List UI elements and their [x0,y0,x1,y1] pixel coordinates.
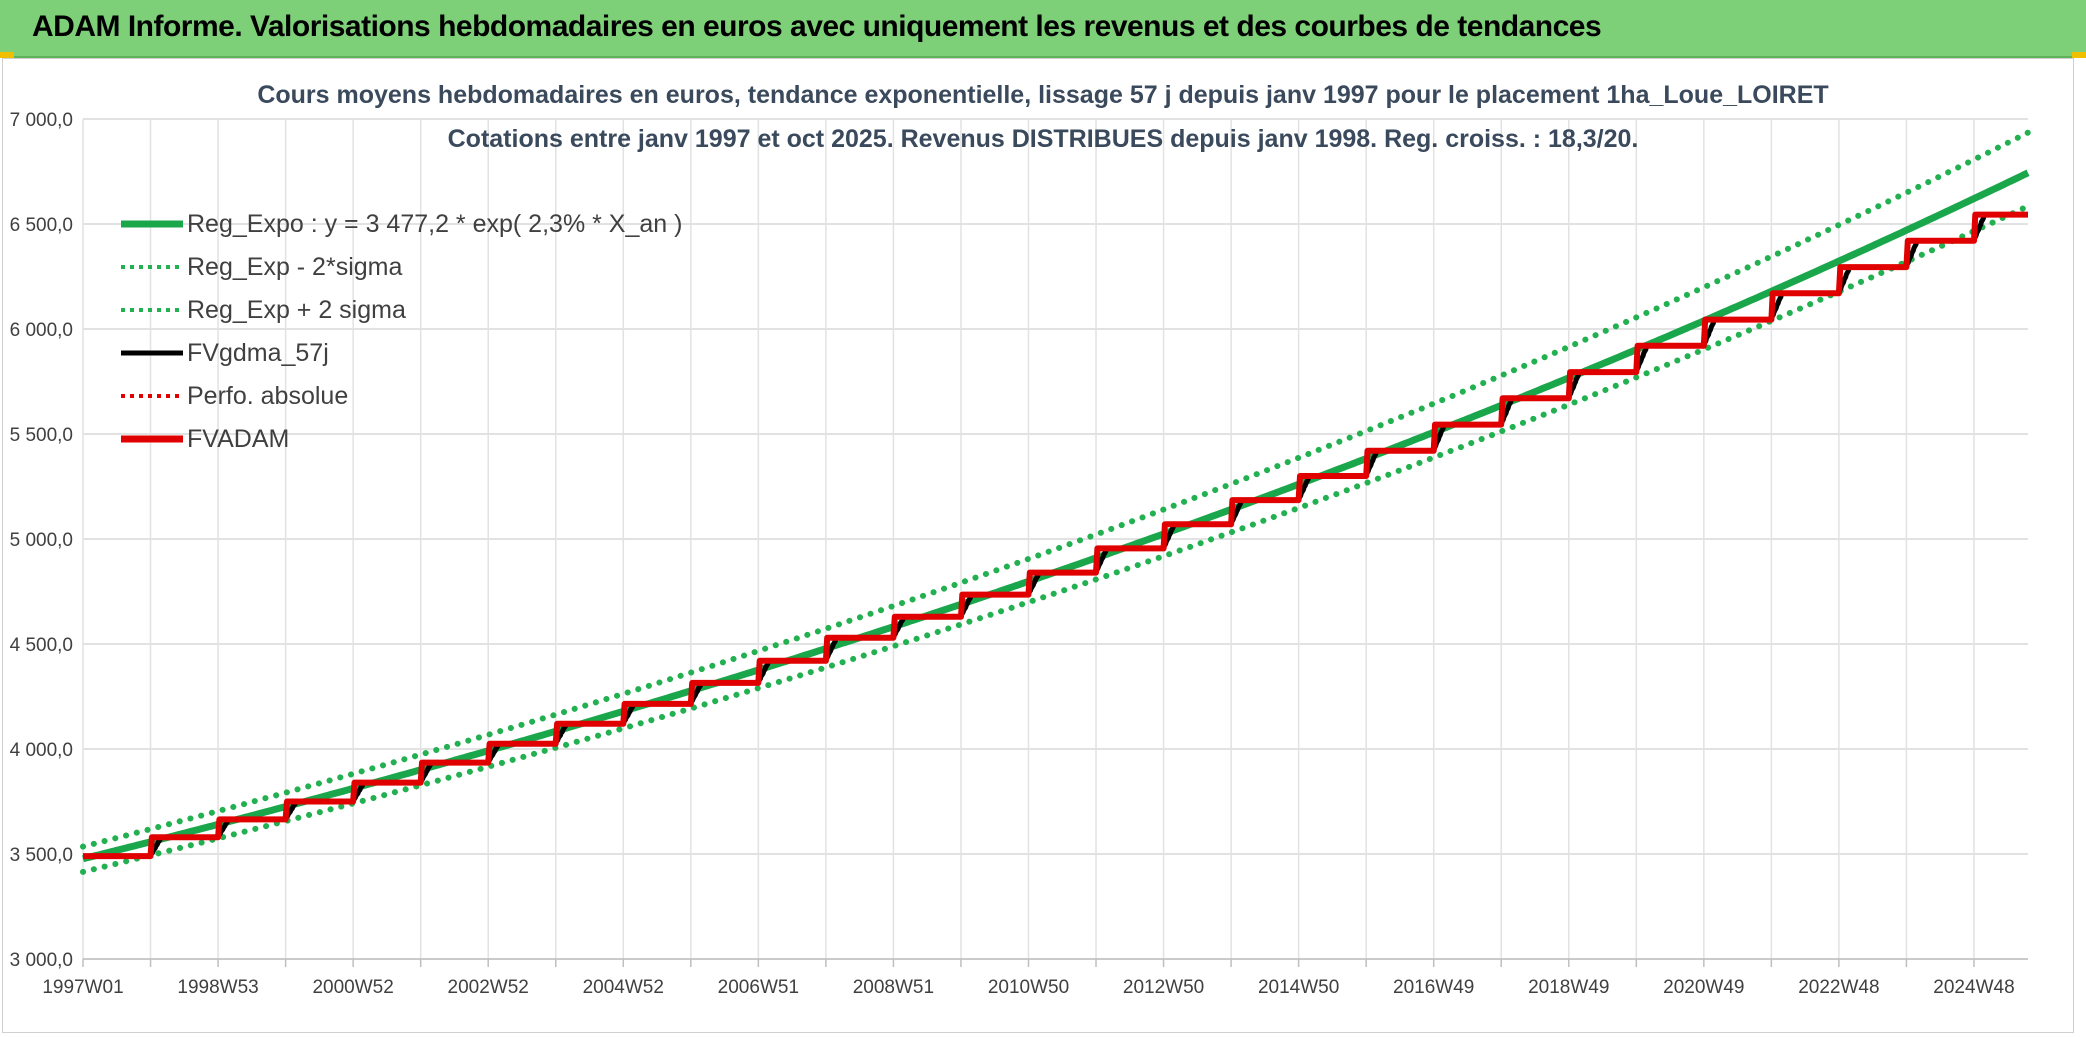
x-tick-label: 2012W50 [1123,977,1204,998]
series-group [80,129,2031,875]
y-tick-label: 7 000,0 [10,110,73,131]
chart-svg: 3 000,0 3 500,0 4 000,0 4 500,0 5 000,0 5 500… [10,81,2031,998]
legend-item: FVgdma_57j [121,339,329,367]
series-reg-exp-2-sigma [80,129,2031,850]
y-tick-label: 4 000,0 [10,740,73,761]
legend-item: Perfo. absolue [121,382,348,410]
legend-item: Reg_Exp + 2 sigma [121,296,406,324]
chart-frame: 3 000,0 3 500,0 4 000,0 4 500,0 5 000,0 5 500… [2,58,2074,1033]
chart-title: Cours moyens hebdomadaires en euros, ten… [257,81,1828,109]
x-tick-label: 2014W50 [1258,977,1339,998]
y-tick-label: 5 500,0 [10,425,73,446]
legend: Reg_Expo : y = 3 477,2 * exp( 2,3% * X_a… [121,210,682,453]
legend-label: FVADAM [187,425,289,453]
y-tick-label: 6 500,0 [10,215,73,236]
legend-item: Reg_Expo : y = 3 477,2 * exp( 2,3% * X_a… [121,210,682,238]
legend-label: Perfo. absolue [187,382,348,410]
page-header: ADAM Informe. Valorisations hebdomadaire… [0,0,2086,58]
x-tick-label: 2016W49 [1393,977,1474,998]
y-tick-label: 4 500,0 [10,635,73,656]
x-axis-labels: 1997W01 1998W53 2000W52 2002W52 2004W52 2006W… [42,977,2014,998]
series-reg-exp-2-sigma [80,203,2031,875]
x-tick-label: 1998W53 [177,977,258,998]
x-tick-label: 2010W50 [988,977,1069,998]
legend-label: FVgdma_57j [187,339,329,367]
x-tick-label: 2008W51 [853,977,934,998]
legend-item: Reg_Exp - 2*sigma [121,253,402,281]
y-tick-label: 3 000,0 [10,950,73,971]
corner-marker-right [2072,52,2086,58]
legend-label: Reg_Expo : y = 3 477,2 * exp( 2,3% * X_a… [187,210,682,238]
y-tick-label: 6 000,0 [10,320,73,341]
corner-marker-left [0,52,14,58]
chart-subtitle: Cotations entre janv 1997 et oct 2025. R… [448,125,1639,153]
x-tick-label: 2004W52 [583,977,664,998]
series-perfo-absolue [83,213,2028,858]
legend-item: FVADAM [121,425,289,453]
grid-lines [82,118,2028,967]
x-tick-label: 2020W49 [1663,977,1744,998]
x-tick-label: 2022W48 [1798,977,1879,998]
x-tick-label: 2024W48 [1933,977,2014,998]
x-tick-label: 2002W52 [448,977,529,998]
x-tick-label: 2006W51 [718,977,799,998]
x-tick-label: 2000W52 [312,977,393,998]
x-tick-label: 2018W49 [1528,977,1609,998]
y-axis-labels: 3 000,0 3 500,0 4 000,0 4 500,0 5 000,0 5 500… [10,110,73,971]
x-tick-label: 1997W01 [42,977,123,998]
y-tick-label: 3 500,0 [10,845,73,866]
page-title: ADAM Informe. Valorisations hebdomadaire… [32,10,1602,43]
y-tick-label: 5 000,0 [10,530,73,551]
legend-label: Reg_Exp - 2*sigma [187,253,402,281]
legend-label: Reg_Exp + 2 sigma [187,296,406,324]
